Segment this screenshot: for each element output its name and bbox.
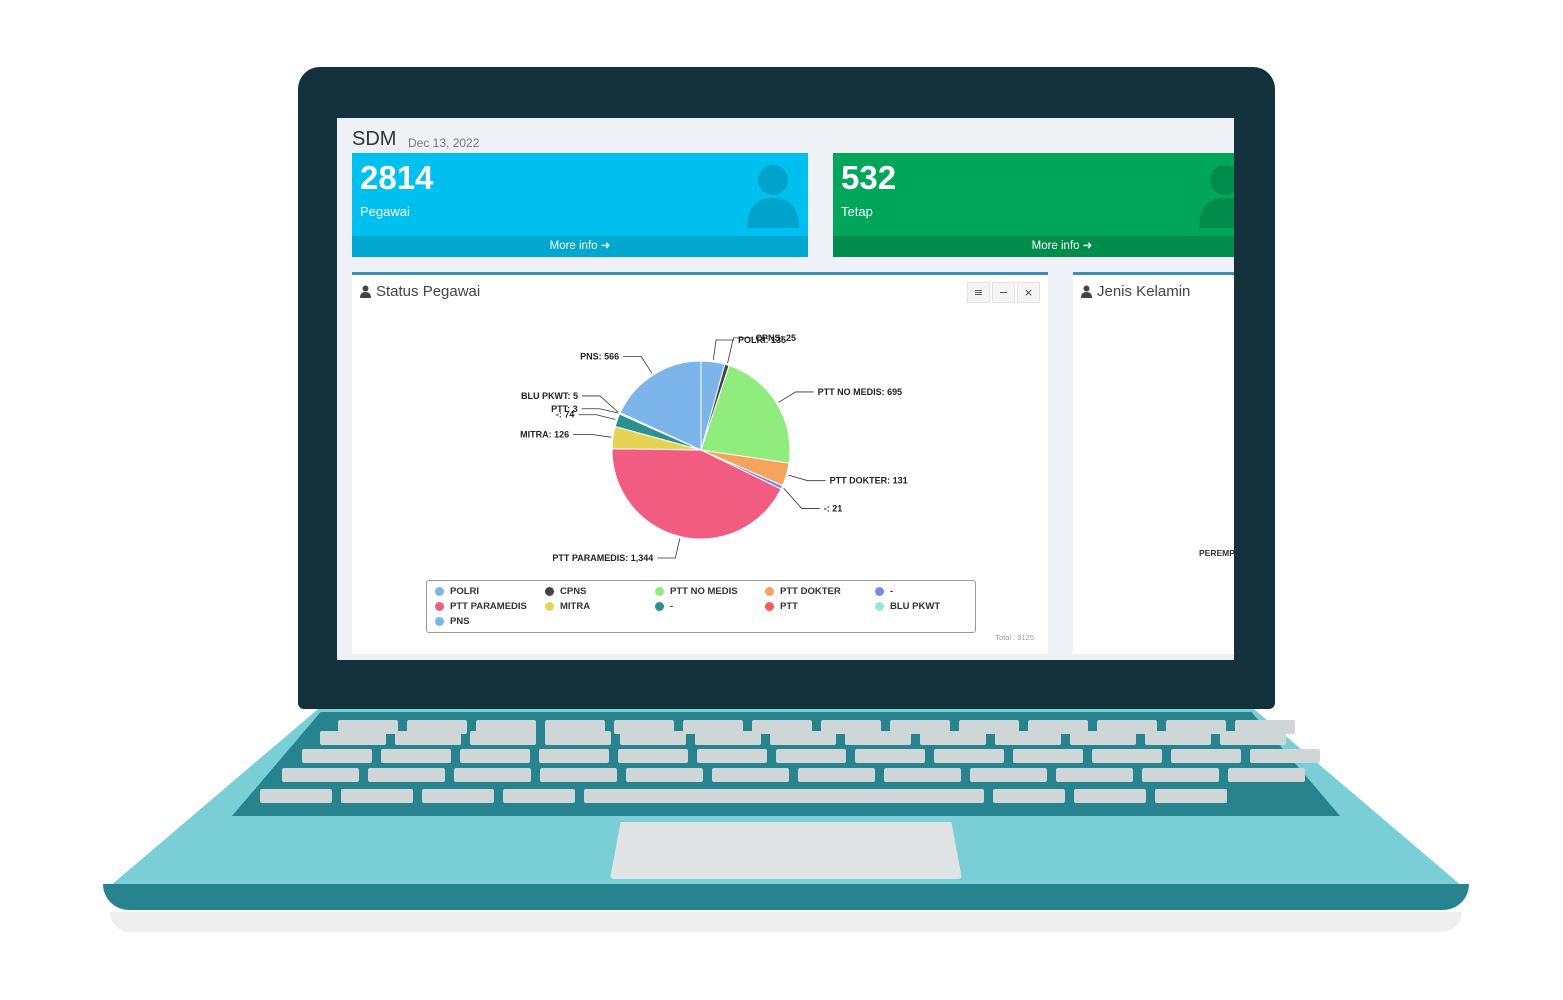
legend-label: POLRI xyxy=(450,586,480,597)
legend-marker xyxy=(545,602,554,611)
box-title-text: Status Pegawai xyxy=(376,283,481,300)
data-label-connector xyxy=(778,391,814,403)
gender-slice-label: PEREMP xyxy=(1199,548,1234,558)
legend-label: PTT PARAMEDIS xyxy=(450,601,527,612)
pie-slice[interactable] xyxy=(611,448,782,540)
data-label-connector xyxy=(783,487,820,509)
legend-label: - xyxy=(670,601,674,612)
user-icon xyxy=(360,285,371,298)
stat-box-tetap: 532 Tetap More info ➜ xyxy=(833,153,1234,257)
legend-marker xyxy=(655,602,664,611)
legend-item[interactable]: PTT DOKTER xyxy=(765,586,841,597)
laptop-base-edge xyxy=(103,884,1469,910)
pie-slice[interactable] xyxy=(700,364,791,464)
box-title-text: Jenis Kelamin xyxy=(1097,283,1191,300)
legend-marker xyxy=(875,602,884,611)
data-label-connector xyxy=(581,408,618,414)
stat-label: Pegawai xyxy=(360,204,410,219)
collapse-button[interactable]: − xyxy=(992,282,1015,303)
pie-slice[interactable] xyxy=(619,360,702,451)
laptop-screen: SDM Dec 13, 2022 2814 Pegawai More info … xyxy=(337,118,1234,660)
box-title: Status Pegawai xyxy=(360,283,480,300)
laptop-trackpad xyxy=(610,822,962,879)
more-info-link[interactable]: More info ➜ xyxy=(833,236,1234,257)
data-label: CPNS: 25 xyxy=(755,333,796,343)
chart-total: Total : 3125 xyxy=(995,633,1034,642)
page-title: SDM xyxy=(352,128,397,150)
data-label: MITRA: 126 xyxy=(520,429,569,439)
data-label-connector xyxy=(623,356,653,374)
legend-item[interactable]: MITRA xyxy=(545,601,590,612)
legend-marker xyxy=(435,617,444,626)
data-label-connector xyxy=(727,337,752,364)
box-title: Jenis Kelamin xyxy=(1081,283,1190,300)
legend-item[interactable]: PTT xyxy=(765,601,798,612)
user-icon xyxy=(747,165,799,228)
legend-marker xyxy=(545,587,554,596)
data-label-connector xyxy=(657,538,681,559)
data-label: PTT: 3 xyxy=(551,404,578,414)
close-button[interactable]: × xyxy=(1017,282,1040,303)
legend-label: PTT NO MEDIS xyxy=(670,586,738,597)
stat-label: Tetap xyxy=(841,204,873,219)
legend-marker xyxy=(435,602,444,611)
legend-label: CPNS xyxy=(560,586,587,597)
page-date: Dec 13, 2022 xyxy=(408,136,480,150)
chart-legend: POLRI CPNS PTT NO MEDIS PTT DOKTER - PTT PARA… xyxy=(426,580,976,633)
legend-item[interactable]: PNS xyxy=(435,616,470,627)
data-label: -: 74 xyxy=(556,410,575,420)
data-label: PNS: 566 xyxy=(580,351,619,361)
user-icon xyxy=(1199,165,1234,228)
more-info-link[interactable]: More info ➜ xyxy=(352,236,808,257)
menu-button[interactable]: ≡ xyxy=(967,282,990,303)
legend-item[interactable]: PTT PARAMEDIS xyxy=(435,601,527,612)
legend-marker xyxy=(875,587,884,596)
legend-item[interactable]: CPNS xyxy=(545,586,586,597)
legend-marker xyxy=(655,587,664,596)
legend-item[interactable]: PTT NO MEDIS xyxy=(655,586,738,597)
legend-item[interactable]: BLU PKWT xyxy=(875,601,940,612)
legend-label: MITRA xyxy=(560,601,591,612)
status-pegawai-box: Status Pegawai ≡ − × POLRI: 135 CPNS: 25 P… xyxy=(352,272,1048,654)
box-tools: ≡ − × xyxy=(967,282,1040,303)
user-icon xyxy=(1081,285,1092,298)
legend-item[interactable]: - xyxy=(875,586,893,597)
jenis-kelamin-box: Jenis Kelamin PEREMP xyxy=(1073,272,1234,654)
data-label-connector xyxy=(788,474,826,482)
data-label-connector xyxy=(582,395,619,413)
data-label: PTT NO MEDIS: 695 xyxy=(818,387,903,397)
legend-label: PTT DOKTER xyxy=(780,586,841,597)
stat-value: 532 xyxy=(841,159,897,196)
data-label: PTT PARAMEDIS: 1,344 xyxy=(552,553,653,563)
legend-marker xyxy=(765,602,774,611)
legend-label: PTT xyxy=(780,601,798,612)
data-label-connector xyxy=(712,339,735,360)
legend-label: PNS xyxy=(450,616,470,627)
legend-marker xyxy=(435,587,444,596)
legend-item[interactable]: - xyxy=(655,601,673,612)
legend-item[interactable]: POLRI xyxy=(435,586,479,597)
data-label: POLRI: 135 xyxy=(738,335,786,345)
stat-box-pegawai: 2814 Pegawai More info ➜ xyxy=(352,153,808,257)
data-label: BLU PKWT: 5 xyxy=(521,391,578,401)
legend-marker xyxy=(765,587,774,596)
data-label: -: 21 xyxy=(824,504,843,514)
stat-value: 2814 xyxy=(360,159,434,196)
legend-label: BLU PKWT xyxy=(890,601,941,612)
data-label-connector xyxy=(573,433,611,438)
legend-label: - xyxy=(890,586,894,597)
laptop-shadow xyxy=(110,912,1462,932)
data-label: PTT DOKTER: 131 xyxy=(830,476,908,486)
data-label-connector xyxy=(578,414,616,420)
